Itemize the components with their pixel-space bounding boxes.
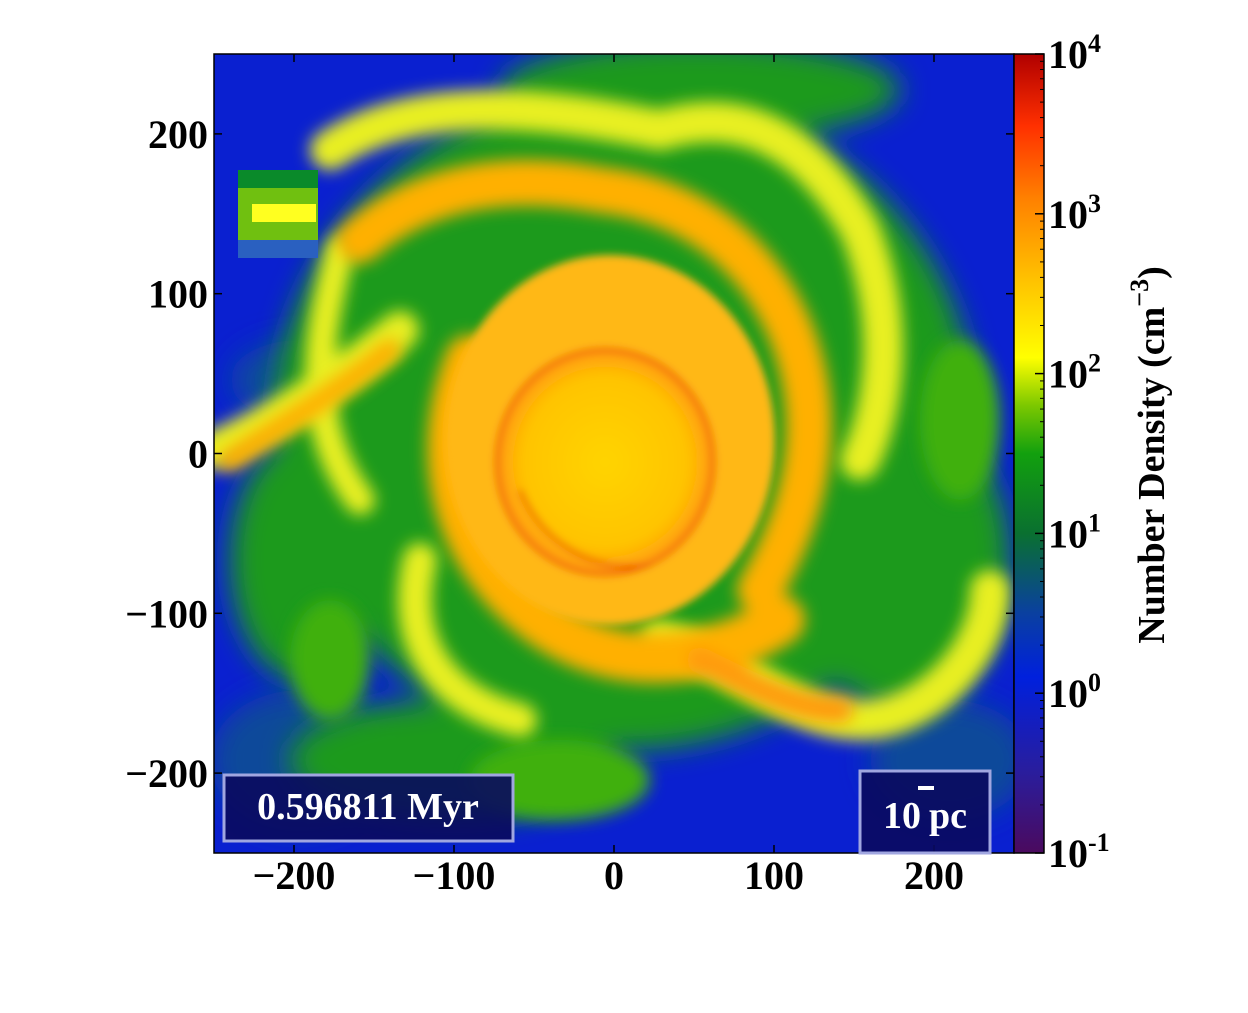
x-tick-label: 200: [904, 853, 964, 898]
colorbar-tick-label: 10-1: [1048, 828, 1110, 876]
y-axis: −200 −100 0 100 200: [125, 112, 1014, 796]
colorbar-tick-label: 101: [1048, 508, 1101, 556]
x-tick-label: 0: [604, 853, 624, 898]
colorbar-tick-label: 102: [1048, 349, 1101, 397]
colorbar-tick-label: 104: [1048, 29, 1101, 77]
time-annotation-box: [222, 773, 515, 843]
y-tick-label: −200: [125, 751, 208, 796]
y-tick-label: −100: [125, 591, 208, 636]
time-label: 0.596811 Myr: [257, 786, 479, 828]
density-map-image: [214, 54, 1014, 853]
scale-bar-label: 10 pc: [883, 795, 967, 837]
x-axis: −200 −100 0 100 200: [253, 54, 964, 898]
colorbar-ticks: 10-1 100 101 102 103 104: [1035, 29, 1110, 876]
colorbar-tick-label: 100: [1048, 668, 1101, 716]
colorbar: [1013, 53, 1045, 854]
y-tick-label: 200: [148, 112, 208, 157]
scale-bar-line: [918, 786, 934, 790]
colorbar-tick-label: 103: [1048, 189, 1101, 237]
y-tick-label: 0: [188, 432, 208, 477]
x-tick-label: −100: [413, 853, 496, 898]
y-tick-label: 100: [148, 272, 208, 317]
x-tick-label: 100: [744, 853, 804, 898]
clump-upper-left: [238, 170, 318, 258]
scale-bar-annotation: 10 pc: [858, 769, 992, 855]
scale-bar-box: [858, 769, 992, 855]
time-annotation: 0.596811 Myr: [222, 773, 515, 843]
colorbar-title: Number Density (cm−3): [1125, 266, 1173, 644]
x-tick-label: −200: [253, 853, 336, 898]
